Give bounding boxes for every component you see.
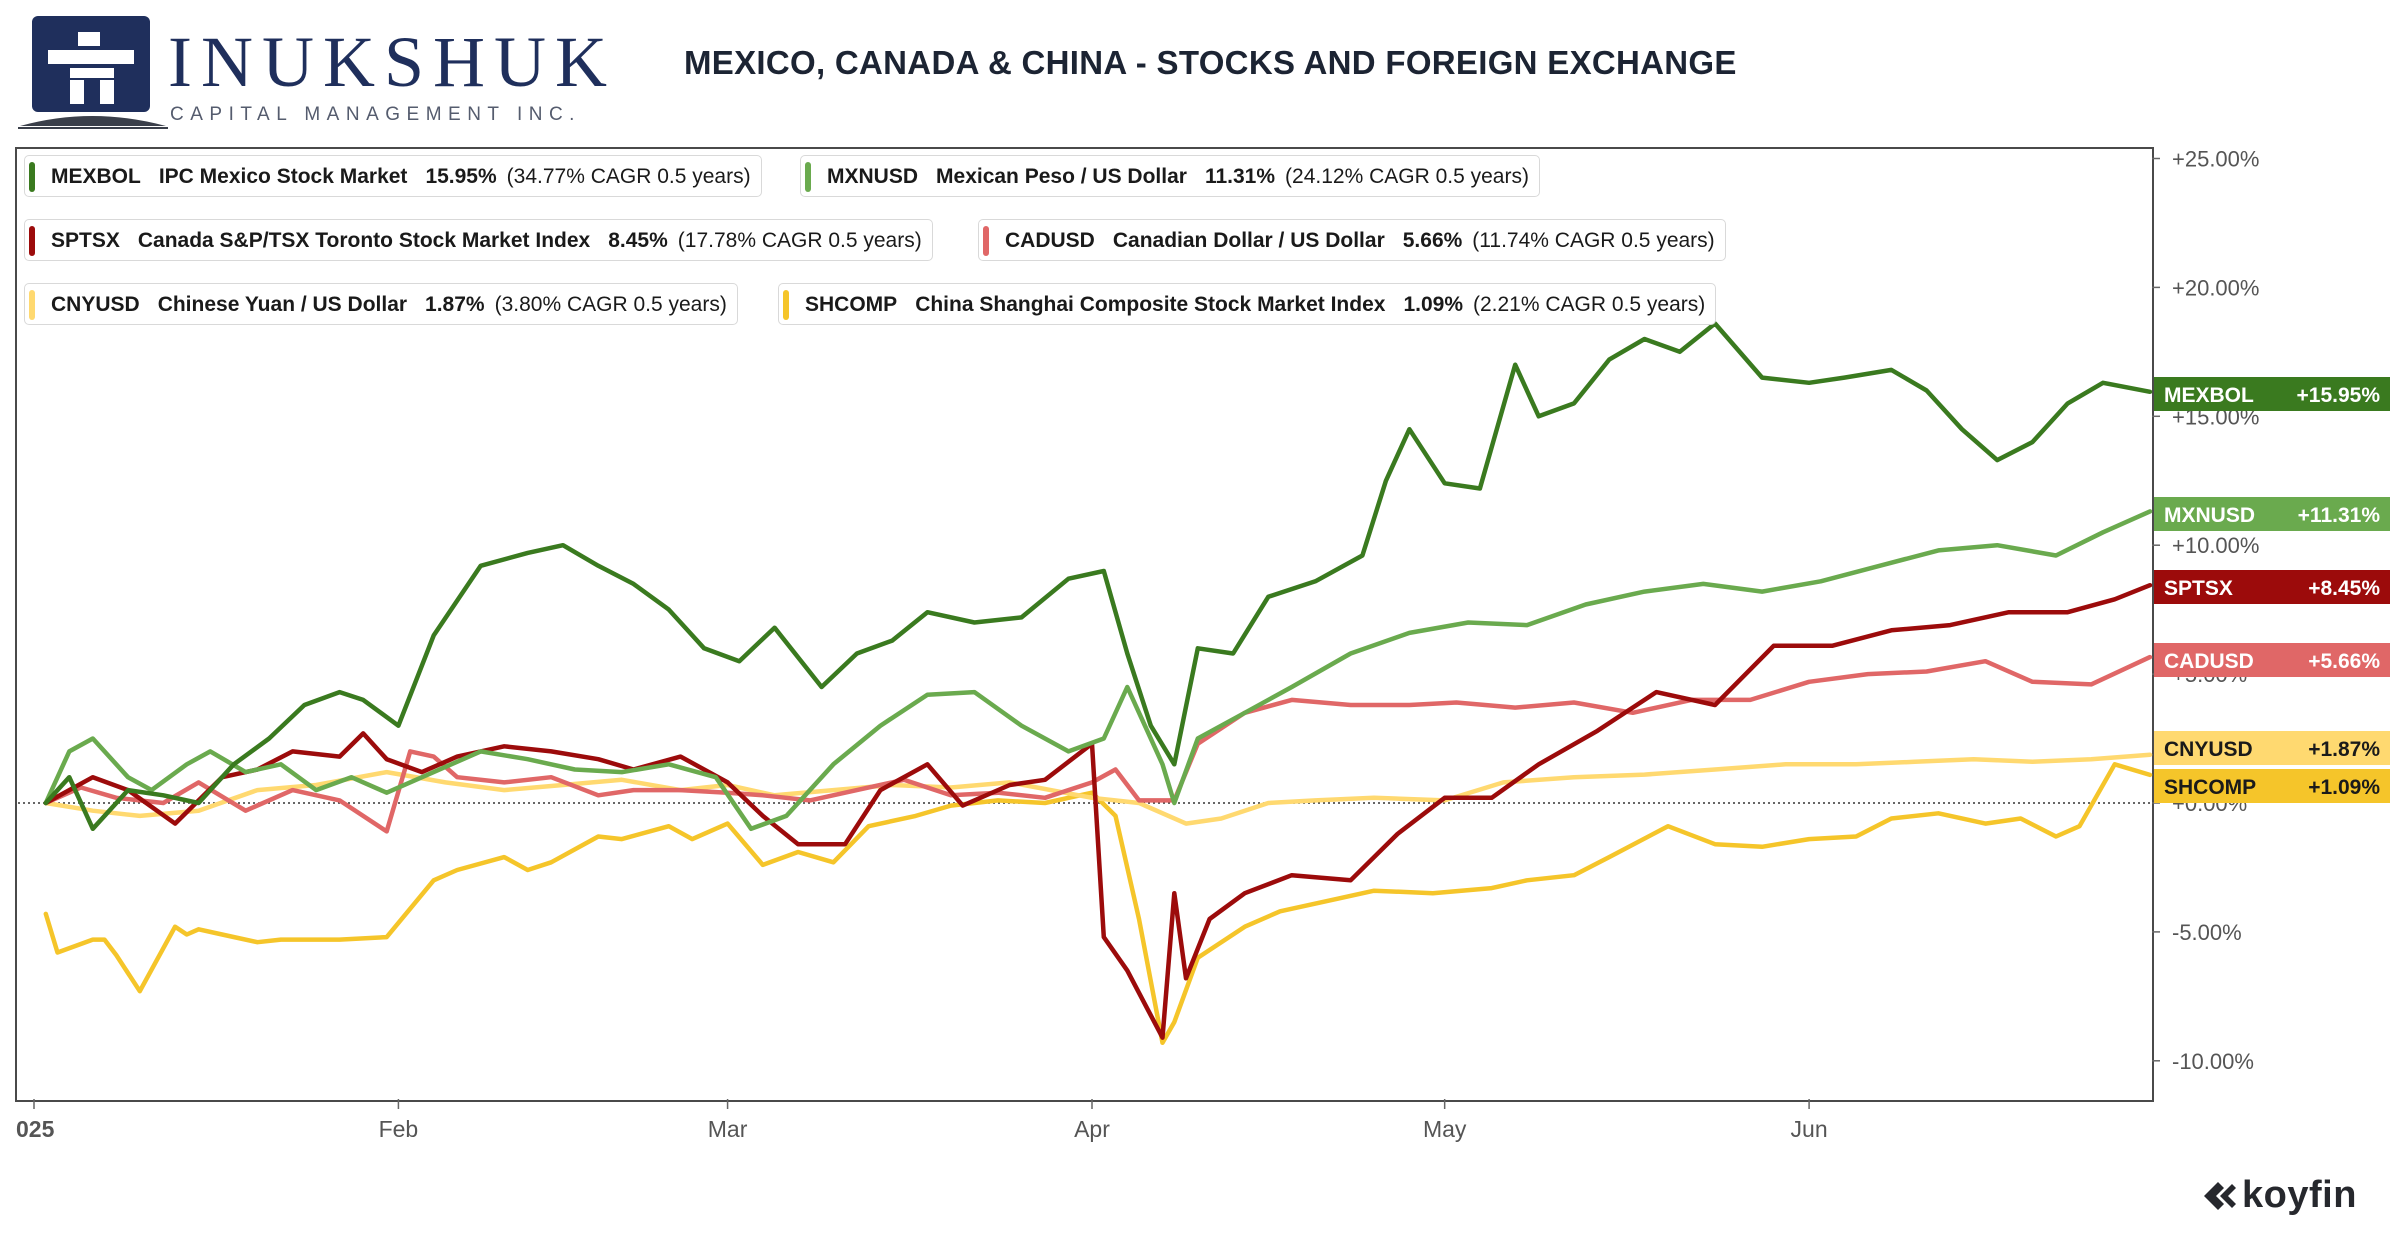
x-tick-label: 025 [16, 1116, 55, 1142]
legend-return: 1.87% [425, 293, 485, 316]
legend-symbol: SHCOMP [805, 293, 898, 316]
end-label-symbol: SHCOMP [2164, 776, 2256, 799]
legend-symbol: CADUSD [1005, 229, 1095, 252]
provider-logo: koyfin [2200, 1174, 2390, 1220]
y-tick-label: +20.00% [2172, 275, 2259, 300]
legend-name: Mexican Peso / US Dollar [936, 165, 1187, 188]
series-line-mxnusd [43, 509, 2153, 832]
end-label-symbol: MEXBOL [2164, 384, 2254, 407]
brand-name: INUKSHUK [168, 22, 616, 102]
end-label-box [2154, 570, 2390, 604]
end-label-box [2154, 497, 2390, 531]
header: INUKSHUK CAPITAL MANAGEMENT INC. MEXICO,… [0, 0, 2400, 140]
legend-cagr: (2.21% CAGR 0.5 years) [1473, 293, 1706, 316]
plot-frame [15, 147, 2154, 1102]
brand-subtitle: CAPITAL MANAGEMENT INC. [170, 104, 581, 125]
series-line-mexbol [43, 321, 2153, 832]
end-labels: MEXBOL +15.95% MXNUSD +11.31% SPTSX +8.45% CAD… [2154, 377, 2390, 803]
end-label-sptsx: SPTSX +8.45% [2154, 570, 2390, 604]
inukshuk-logo-icon [18, 16, 168, 129]
legend-symbol: CNYUSD [51, 293, 140, 316]
end-label-symbol: SPTSX [2164, 577, 2233, 600]
legend-cagr: (17.78% CAGR 0.5 years) [677, 229, 922, 252]
end-label-value: +15.95% [2297, 384, 2381, 407]
legend-symbol: MXNUSD [827, 165, 919, 188]
series-layer [43, 321, 2153, 1046]
end-label-cadusd: CADUSD +5.66% [2154, 643, 2390, 677]
legend-item-mexbol[interactable]: MEXBOL IPC Mexico Stock Market 15.95% (34.7… [24, 155, 762, 197]
y-tick-label: -10.00% [2172, 1049, 2254, 1074]
x-tick-label: May [1423, 1116, 1467, 1142]
end-label-value: +1.87% [2308, 738, 2380, 761]
provider-name: koyfin [2242, 1174, 2357, 1216]
y-tick-label: -5.00% [2172, 920, 2242, 945]
legend-name: China Shanghai Composite Stock Market In… [915, 293, 1386, 316]
legend-color-swatch [805, 162, 811, 192]
end-label-value: +8.45% [2308, 577, 2380, 600]
koyfin-logo-icon [2204, 1182, 2236, 1210]
end-label-symbol: MXNUSD [2164, 504, 2255, 527]
legend-name: Canadian Dollar / US Dollar [1112, 229, 1385, 252]
series-line-cadusd [43, 654, 2153, 834]
legend-return: 1.09% [1403, 293, 1463, 316]
series-line-sptsx [43, 582, 2153, 1040]
end-label-mxnusd: MXNUSD +11.31% [2154, 497, 2390, 531]
legend-item-cadusd[interactable]: CADUSD Canadian Dollar / US Dollar 5.66% (1… [978, 219, 1726, 261]
legend-cagr: (24.12% CAGR 0.5 years) [1285, 165, 1529, 188]
x-tick-label: Jun [1791, 1116, 1828, 1142]
series-line-cnyusd [43, 752, 2153, 826]
end-label-box [2154, 769, 2390, 803]
x-tick-label: Feb [379, 1116, 419, 1142]
x-tick-label: Mar [708, 1116, 748, 1142]
y-tick-label: +10.00% [2172, 533, 2259, 558]
end-label-cnyusd: CNYUSD +1.87% [2154, 731, 2390, 765]
end-label-box [2154, 643, 2390, 677]
legend-return: 5.66% [1402, 229, 1463, 252]
end-label-box [2154, 377, 2390, 411]
page-title: MEXICO, CANADA & CHINA - STOCKS AND FORE… [684, 44, 1737, 81]
end-label-symbol: CNYUSD [2164, 738, 2253, 761]
brand-logo: INUKSHUK CAPITAL MANAGEMENT INC. [18, 14, 607, 134]
legend-cagr: (3.80% CAGR 0.5 years) [494, 293, 727, 316]
legend-item-mxnusd[interactable]: MXNUSD Mexican Peso / US Dollar 11.31% (24.… [800, 155, 1540, 197]
legend-item-cnyusd[interactable]: CNYUSD Chinese Yuan / US Dollar 1.87% (3.80… [24, 283, 738, 325]
end-label-mexbol: MEXBOL +15.95% [2154, 377, 2390, 411]
legend-symbol: MEXBOL [51, 165, 141, 188]
y-axis: +25.00%+20.00%+15.00%+10.00%+5.00%+0.00%… [2152, 147, 2259, 1074]
legend-item-shcomp[interactable]: SHCOMP China Shanghai Composite Stock Mar… [778, 283, 1717, 325]
legend-color-swatch [29, 290, 35, 320]
end-label-value: +11.31% [2298, 504, 2381, 527]
legend-color-swatch [29, 226, 35, 256]
legend-name: Canada S&P/TSX Toronto Stock Market Inde… [137, 229, 591, 252]
legend-item-sptsx[interactable]: SPTSX Canada S&P/TSX Toronto Stock Market… [24, 219, 933, 261]
legend-return: 15.95% [425, 165, 497, 188]
end-label-symbol: CADUSD [2164, 650, 2254, 673]
end-label-value: +5.66% [2308, 650, 2380, 673]
legend-return: 8.45% [608, 229, 668, 252]
series-line-shcomp [43, 762, 2153, 1046]
x-tick-label: Apr [1074, 1116, 1110, 1142]
legend-name: Chinese Yuan / US Dollar [157, 293, 408, 316]
legend-return: 11.31% [1204, 165, 1276, 188]
end-label-value: +1.09% [2308, 776, 2380, 799]
legend-color-swatch [29, 162, 35, 192]
legend-color-swatch [783, 290, 789, 320]
legend-name: IPC Mexico Stock Market [158, 165, 408, 188]
end-label-box [2154, 731, 2390, 765]
end-label-shcomp: SHCOMP +1.09% [2154, 769, 2390, 803]
legend-color-swatch [983, 226, 989, 256]
y-tick-label: +25.00% [2172, 147, 2259, 172]
legend-cagr: (34.77% CAGR 0.5 years) [506, 165, 751, 188]
x-axis: 025 Feb Mar Apr May Jun [16, 1099, 1828, 1142]
legend-symbol: SPTSX [51, 229, 120, 252]
legend-cagr: (11.74% CAGR 0.5 years) [1472, 229, 1715, 252]
